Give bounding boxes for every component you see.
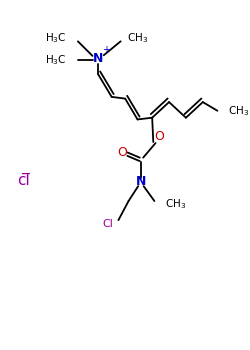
Text: CH$_3$: CH$_3$: [128, 31, 148, 45]
Text: N: N: [136, 175, 146, 188]
Text: H$_3$C: H$_3$C: [45, 31, 67, 45]
Text: CH$_3$: CH$_3$: [228, 104, 249, 118]
Text: O: O: [154, 130, 164, 143]
Text: H$_3$C: H$_3$C: [45, 54, 67, 67]
Text: N: N: [93, 52, 103, 65]
Text: +: +: [102, 45, 110, 55]
Text: Cl: Cl: [102, 219, 113, 229]
Text: cl̅: cl̅: [18, 173, 30, 188]
Text: CH$_3$: CH$_3$: [164, 198, 186, 211]
Text: O: O: [117, 146, 127, 159]
